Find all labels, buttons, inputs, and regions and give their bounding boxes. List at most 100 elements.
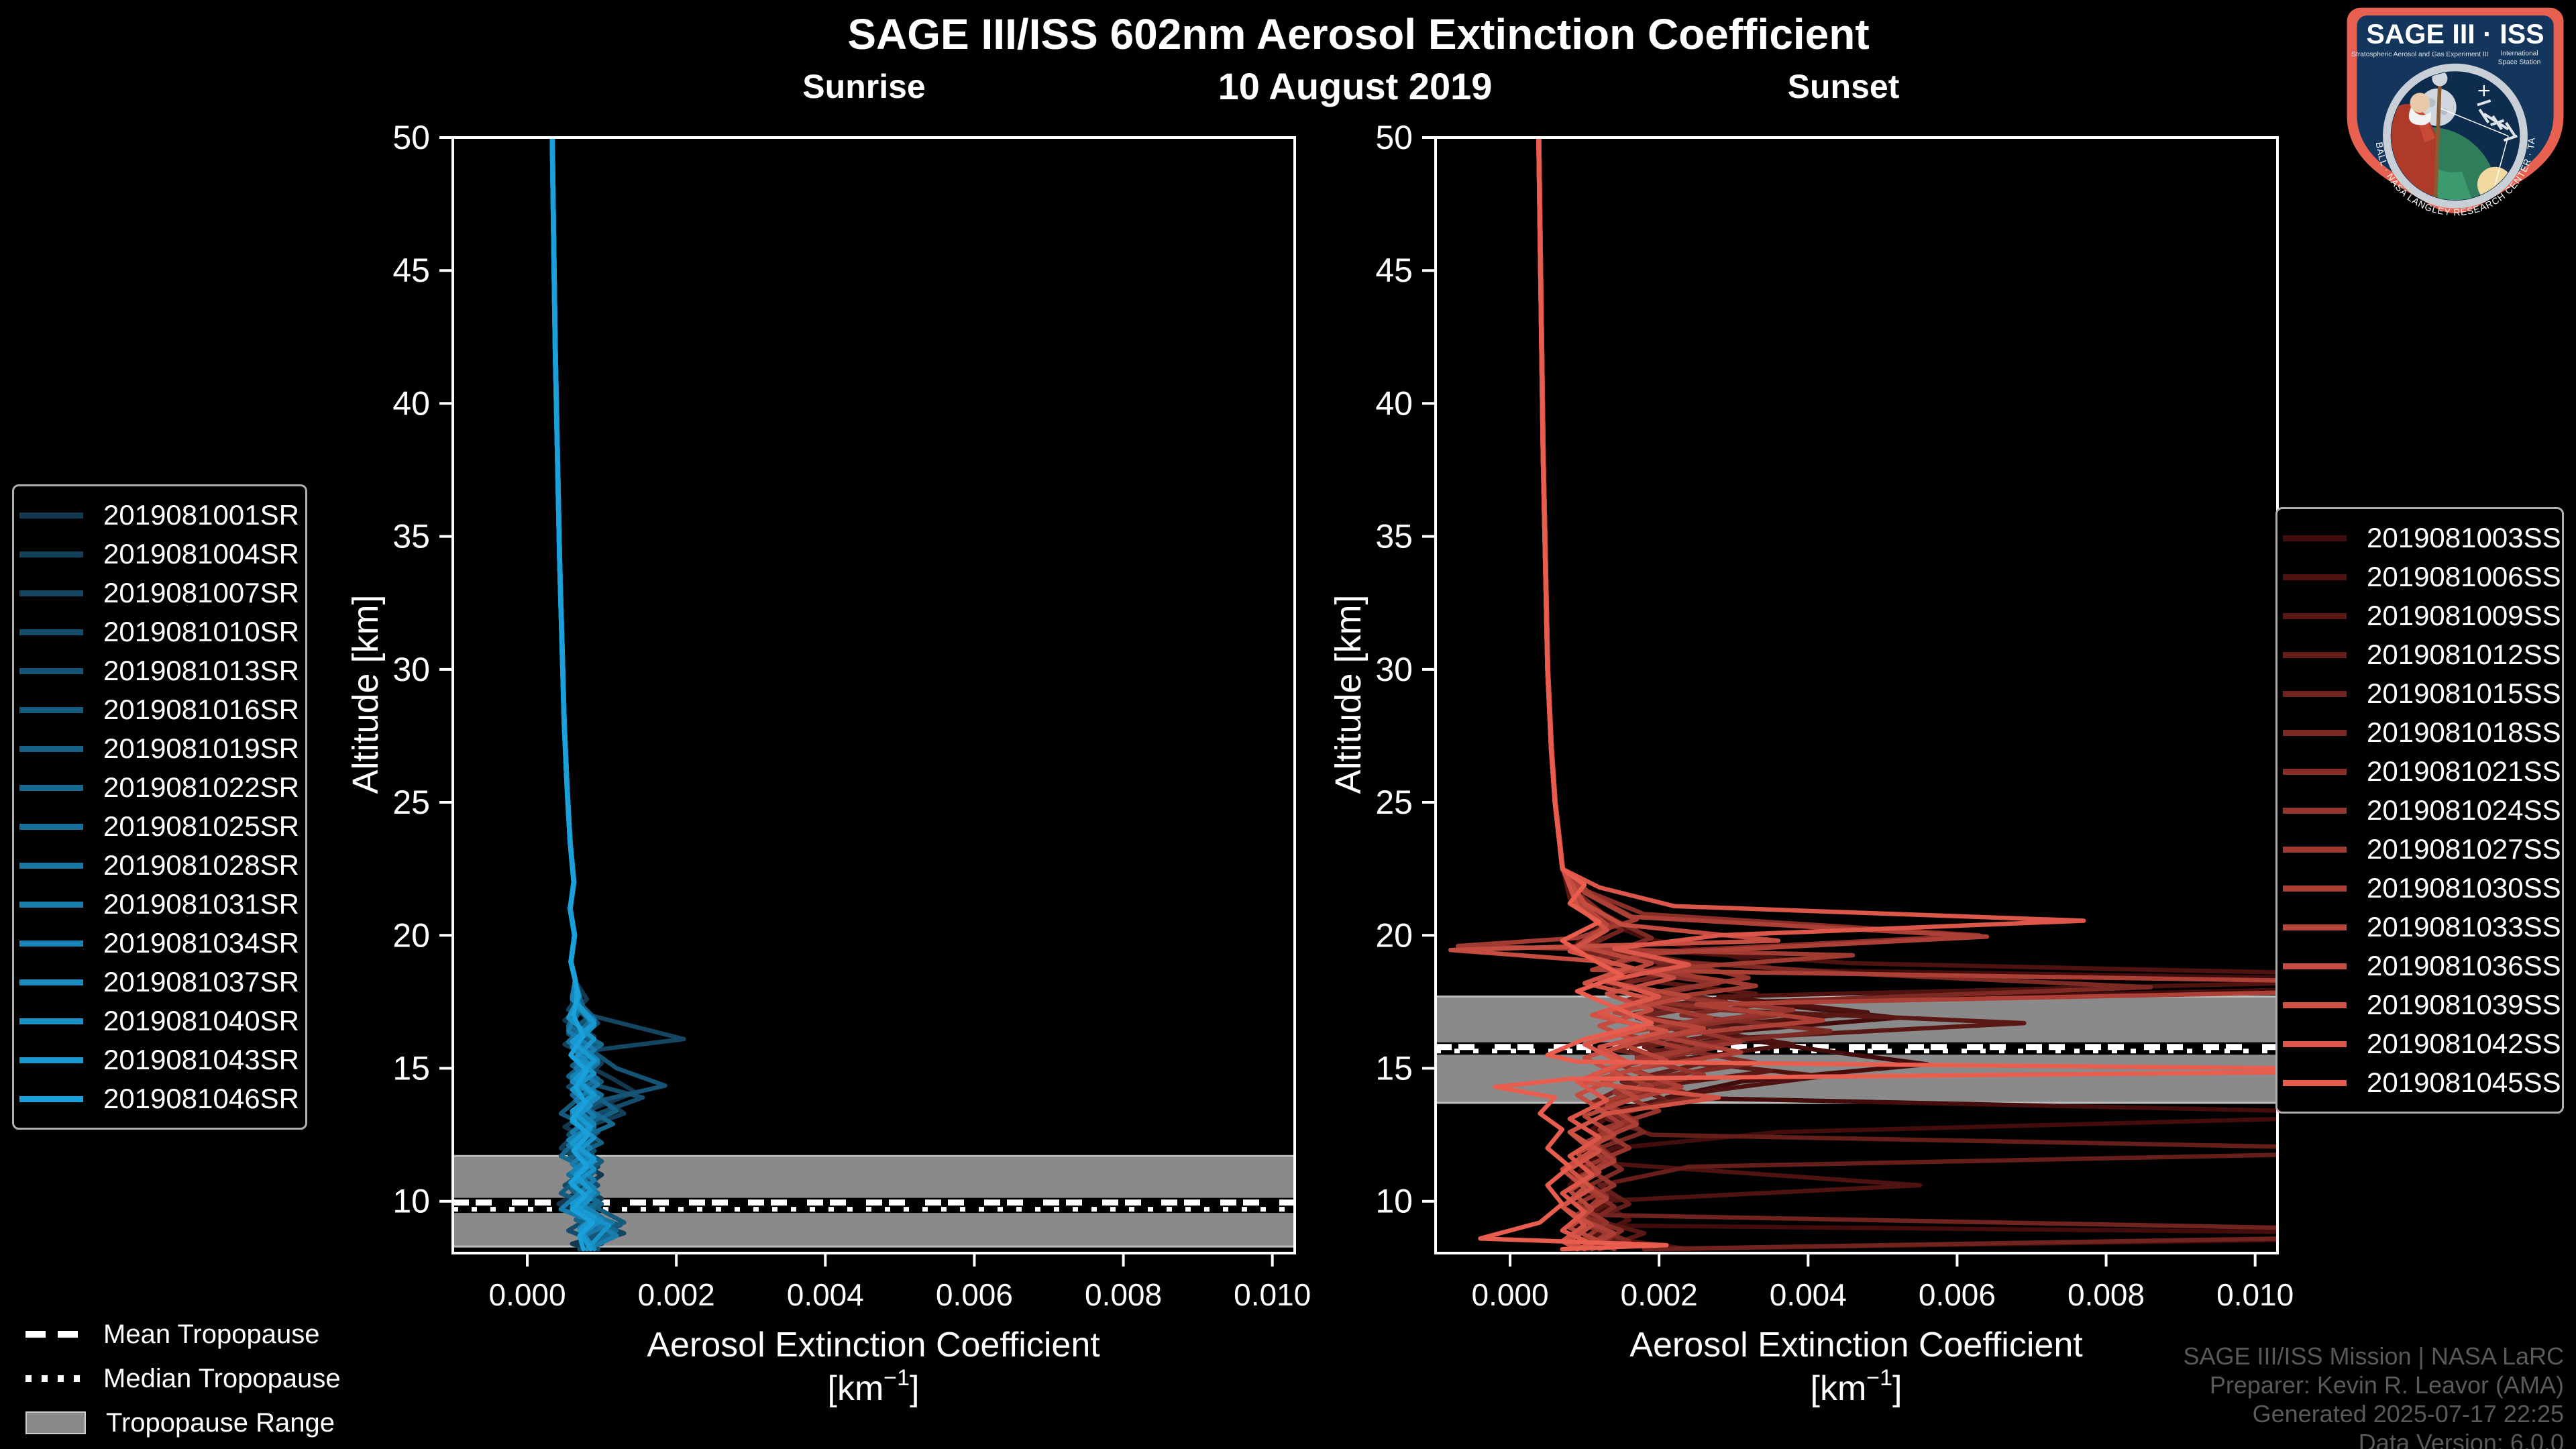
profile-line-2019081045SS bbox=[1478, 138, 2277, 1252]
legend-item-2019081015SS: 2019081015SS bbox=[2277, 674, 2562, 713]
legend-item-2019081012SS: 2019081012SS bbox=[2277, 635, 2562, 674]
legend-item-2019081046SR: 2019081046SR bbox=[14, 1079, 305, 1118]
legend-line-swatch bbox=[19, 823, 83, 830]
x-axis-label-units: [km−1] bbox=[1810, 1365, 1902, 1408]
legend-item-2019081028SR: 2019081028SR bbox=[14, 846, 305, 885]
legend-event-label: 2019081009SS bbox=[2367, 600, 2561, 631]
legend-line-swatch bbox=[2283, 885, 2347, 892]
legend-event-label: 2019081028SR bbox=[103, 849, 299, 881]
y-tick-label: 30 bbox=[1375, 651, 1413, 688]
legend-event-label: 2019081034SR bbox=[103, 927, 299, 959]
date-label: 10 August 2019 bbox=[1218, 65, 1493, 107]
legend-line-swatch bbox=[2283, 1002, 2347, 1008]
x-tick-label: 0.006 bbox=[936, 1277, 1013, 1312]
profile-line-2019081013SR bbox=[549, 138, 667, 1252]
legend-line-swatch bbox=[19, 1095, 83, 1102]
axes-spines bbox=[451, 136, 1296, 1254]
legend-line-swatch bbox=[19, 940, 83, 947]
legend-line-swatch bbox=[19, 512, 83, 519]
legend-event-label: 2019081006SS bbox=[2367, 561, 2561, 592]
legend-item-2019081030SS: 2019081030SS bbox=[2277, 869, 2562, 908]
legend-item-tropopause-range: Tropopause Range bbox=[0, 1401, 341, 1445]
logo-title: SAGE III · ISS bbox=[2366, 18, 2544, 49]
legend-line-swatch bbox=[2283, 612, 2347, 619]
y-tick-label: 35 bbox=[1375, 518, 1413, 555]
legend-line-swatch bbox=[2283, 651, 2347, 658]
legend-event-label: 2019081045SS bbox=[2367, 1067, 2561, 1098]
legend-line-swatch bbox=[19, 551, 83, 557]
legend-item-2019081001SR: 2019081001SR bbox=[14, 496, 305, 535]
x-tick-label: 0.004 bbox=[787, 1277, 864, 1312]
footer-data-version: Data Version: 6.0.0 bbox=[2358, 1429, 2564, 1449]
legend-item-2019081024SS: 2019081024SS bbox=[2277, 791, 2562, 830]
footer-preparer: Preparer: Kevin R. Leavor (AMA) bbox=[2209, 1371, 2564, 1399]
y-tick-label: 50 bbox=[1375, 119, 1413, 156]
legend-item-2019081031SR: 2019081031SR bbox=[14, 885, 305, 924]
y-tick-label: 40 bbox=[392, 384, 430, 422]
exponent: −1 bbox=[883, 1365, 910, 1391]
legend-item-2019081040SR: 2019081040SR bbox=[14, 1002, 305, 1040]
legend-line-swatch bbox=[2283, 963, 2347, 969]
legend-item-2019081009SS: 2019081009SS bbox=[2277, 596, 2562, 635]
legend-event-label: 2019081019SR bbox=[103, 733, 299, 764]
moon-crater-icon bbox=[2440, 108, 2448, 115]
sage-iss-logo: SAGE III · ISS Stratospheric Aerosol and… bbox=[2343, 5, 2564, 217]
legend-item-2019081003SS: 2019081003SS bbox=[2277, 519, 2562, 557]
y-tick-label: 20 bbox=[392, 916, 430, 954]
legend-item-2019081022SR: 2019081022SR bbox=[14, 768, 305, 807]
legend-item-2019081016SR: 2019081016SR bbox=[14, 690, 305, 729]
legend-event-label: 2019081031SR bbox=[103, 888, 299, 920]
legend-event-label: 2019081025SR bbox=[103, 810, 299, 842]
sage-figure-icon bbox=[2391, 72, 2448, 201]
legend-item-2019081007SR: 2019081007SR bbox=[14, 574, 305, 612]
sunset-x-axis-label: Aerosol Extinction Coefficient [km−1] bbox=[1629, 1325, 2082, 1409]
iss-icon bbox=[2477, 99, 2518, 142]
logo-subtitle-sage: Stratospheric Aerosol and Gas Experiment… bbox=[2351, 51, 2488, 58]
legend-line-swatch bbox=[2283, 1079, 2347, 1086]
x-tick-label: 0.006 bbox=[1919, 1277, 1996, 1312]
legend-event-label: 2019081021SS bbox=[2367, 755, 2561, 787]
legend-item-2019081034SR: 2019081034SR bbox=[14, 924, 305, 963]
x-tick-label: 0.000 bbox=[1471, 1277, 1548, 1312]
sunrise-series bbox=[549, 138, 686, 1252]
exponent: −1 bbox=[1866, 1365, 1893, 1391]
y-tick-label: 45 bbox=[1375, 252, 1413, 289]
sunrise-legend-box: 2019081001SR 2019081004SR 2019081007SR 2019… bbox=[12, 484, 307, 1130]
legend-item-2019081033SS: 2019081033SS bbox=[2277, 908, 2562, 947]
median-tropopause-label: Median Tropopause bbox=[103, 1363, 341, 1393]
legend-line-swatch bbox=[19, 1018, 83, 1024]
legend-line-swatch bbox=[19, 901, 83, 908]
legend-line-swatch bbox=[2283, 924, 2347, 930]
legend-line-swatch bbox=[19, 1057, 83, 1063]
y-tick-label: 30 bbox=[392, 651, 430, 688]
sunrise-panel-title: Sunrise bbox=[802, 68, 926, 105]
sunset-series bbox=[1448, 138, 2277, 1252]
legend-item-2019081045SS: 2019081045SS bbox=[2277, 1063, 2562, 1102]
legend-line-swatch bbox=[19, 590, 83, 596]
legend-line-swatch bbox=[19, 667, 83, 674]
legend-line-swatch bbox=[2283, 574, 2347, 580]
legend-line-swatch bbox=[19, 862, 83, 869]
legend-event-label: 2019081046SR bbox=[103, 1083, 299, 1114]
legend-item-2019081036SS: 2019081036SS bbox=[2277, 947, 2562, 985]
sunset-y-axis-label: Altitude [km] bbox=[1328, 594, 1368, 794]
legend-item-2019081043SR: 2019081043SR bbox=[14, 1040, 305, 1079]
legend-item-2019081025SR: 2019081025SR bbox=[14, 807, 305, 846]
x-axis-label-line1: Aerosol Extinction Coefficient bbox=[647, 1326, 1100, 1364]
legend-event-label: 2019081016SR bbox=[103, 694, 299, 725]
profile-line-2019081046SR bbox=[549, 138, 596, 1252]
legend-event-label: 2019081001SR bbox=[103, 499, 299, 531]
y-tick-label: 15 bbox=[1375, 1049, 1413, 1087]
legend-item-2019081010SR: 2019081010SR bbox=[14, 612, 305, 651]
x-tick-label: 0.008 bbox=[1085, 1277, 1162, 1312]
y-tick-label: 35 bbox=[392, 518, 430, 555]
legend-event-label: 2019081024SS bbox=[2367, 794, 2561, 826]
legend-line-swatch bbox=[19, 706, 83, 713]
legend-event-label: 2019081007SR bbox=[103, 577, 299, 608]
footer-generated: Generated 2025-07-17 22:25 bbox=[2252, 1400, 2564, 1428]
legend-line-swatch bbox=[19, 979, 83, 985]
tropopause-range-label: Tropopause Range bbox=[106, 1407, 335, 1438]
legend-line-swatch bbox=[2283, 729, 2347, 736]
logo-subtitle-iss1: International bbox=[2500, 50, 2538, 57]
